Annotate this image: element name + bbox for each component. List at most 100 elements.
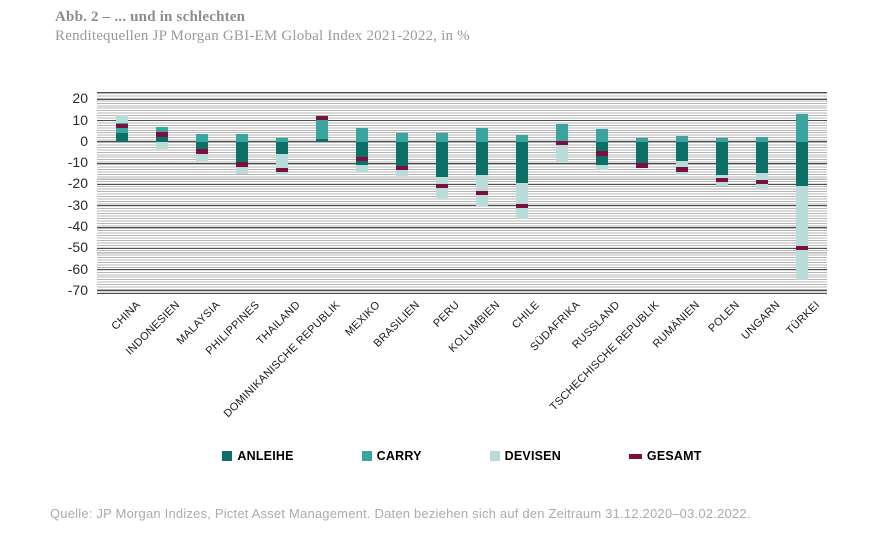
segment-anleihe xyxy=(436,141,448,178)
segment-carry xyxy=(396,132,408,142)
y-tick-label--60: -60 xyxy=(67,260,88,277)
gesamt-marker xyxy=(276,167,288,173)
gesamt-marker xyxy=(676,167,688,172)
gridline--30 xyxy=(97,205,827,207)
segment-devisen xyxy=(116,115,128,124)
x-label-mexiko: MEXIKO xyxy=(342,299,383,339)
gesamt-marker xyxy=(636,163,648,168)
legend-label-devisen: DEVISEN xyxy=(504,449,561,463)
chart-subtitle: Renditequellen JP Morgan GBI-EM Global I… xyxy=(55,28,470,44)
gesamt-marker xyxy=(756,179,768,185)
bar-ungarn xyxy=(756,93,768,293)
y-tick-label--30: -30 xyxy=(67,196,88,213)
gesamt-marker xyxy=(436,183,448,189)
segment-anleihe xyxy=(236,141,248,163)
y-tick-label--10: -10 xyxy=(67,154,88,171)
segment-anleihe xyxy=(796,141,808,187)
y-tick-label--20: -20 xyxy=(67,175,88,192)
segment-anleihe xyxy=(316,139,328,142)
bar-brasilien xyxy=(396,93,408,293)
segment-devisen xyxy=(796,186,808,280)
gesamt-marker xyxy=(356,156,368,162)
segment-carry xyxy=(516,135,528,142)
segment-anleihe xyxy=(156,136,168,142)
x-label-chile: CHILE xyxy=(510,299,543,332)
segment-anleihe xyxy=(476,141,488,176)
bar-polen xyxy=(716,93,728,293)
legend: ANLEIHE CARRY DEVISEN GESAMT xyxy=(97,449,827,463)
chart-title: Abb. 2 – ... und in schlechten xyxy=(55,9,246,25)
bar-indonesien xyxy=(156,93,168,293)
segment-anleihe xyxy=(116,133,128,142)
y-tick-label--50: -50 xyxy=(67,239,88,256)
segment-anleihe xyxy=(636,141,648,164)
legend-item-carry: CARRY xyxy=(361,449,422,463)
bar-s-dafrika xyxy=(556,93,568,293)
gridline--20 xyxy=(97,183,827,185)
bar-chile xyxy=(516,93,528,293)
gesamt-marker xyxy=(116,123,128,129)
gesamt-marker xyxy=(316,115,328,121)
x-label-china: CHINA xyxy=(108,299,143,333)
segment-carry xyxy=(476,127,488,142)
legend-item-anleihe: ANLEIHE xyxy=(222,449,293,463)
segment-carry xyxy=(756,137,768,142)
gesamt-marker xyxy=(596,151,608,156)
gesamt-dash-icon xyxy=(628,453,642,459)
carry-swatch-icon xyxy=(361,451,372,461)
segment-devisen xyxy=(396,165,408,177)
gesamt-marker xyxy=(396,165,408,171)
segment-anleihe xyxy=(676,141,688,161)
gridline-20 xyxy=(97,98,827,100)
segment-carry xyxy=(236,133,248,142)
x-label-peru: PERU xyxy=(431,299,463,330)
y-tick-label--40: -40 xyxy=(67,218,88,235)
bar-peru xyxy=(436,93,448,293)
segment-devisen xyxy=(556,144,568,162)
segment-anleihe xyxy=(756,141,768,173)
segment-carry xyxy=(716,138,728,142)
legend-label-anleihe: ANLEIHE xyxy=(237,449,294,463)
segment-carry xyxy=(276,137,288,142)
y-tick-label-0: 0 xyxy=(80,132,88,149)
segment-carry xyxy=(436,132,448,142)
bar-rum-nien xyxy=(676,93,688,293)
bar-malaysia xyxy=(196,93,208,293)
legend-label-carry: CARRY xyxy=(376,449,422,463)
gridline--70 xyxy=(97,290,827,292)
segment-carry xyxy=(116,123,128,134)
gesamt-marker xyxy=(556,140,568,146)
segment-carry xyxy=(556,124,568,142)
bar-t-rkei xyxy=(796,93,808,293)
segment-anleihe xyxy=(356,141,368,166)
segment-devisen xyxy=(516,182,528,219)
y-tick-label-20: 20 xyxy=(72,90,88,107)
segment-devisen xyxy=(356,165,368,172)
y-tick-label--70: -70 xyxy=(67,281,88,298)
segment-carry xyxy=(636,138,648,142)
bar-mexiko xyxy=(356,93,368,293)
legend-item-devisen: DEVISEN xyxy=(489,449,561,463)
bar-china xyxy=(116,93,128,293)
gesamt-marker xyxy=(156,132,168,137)
segment-anleihe xyxy=(196,141,208,150)
bar-dominikanische-republik xyxy=(316,93,328,293)
y-tick-label-10: 10 xyxy=(72,111,88,128)
x-label-ungarn: UNGARN xyxy=(739,299,783,343)
segment-carry xyxy=(156,126,168,137)
segment-carry xyxy=(596,129,608,142)
anleihe-swatch-icon xyxy=(222,451,233,461)
bar-thailand xyxy=(276,93,288,293)
segment-carry xyxy=(316,120,328,140)
gridline--60 xyxy=(97,269,827,271)
segment-carry xyxy=(676,135,688,142)
bar-russland xyxy=(596,93,608,293)
segment-devisen xyxy=(596,164,608,171)
gridline-10 xyxy=(97,120,827,122)
x-label-t-rkei: TÜRKEI xyxy=(784,299,823,338)
gridline--40 xyxy=(97,226,827,228)
plot-area xyxy=(97,92,827,294)
bar-tschechische-republik xyxy=(636,93,648,293)
gridline--10 xyxy=(97,162,827,164)
